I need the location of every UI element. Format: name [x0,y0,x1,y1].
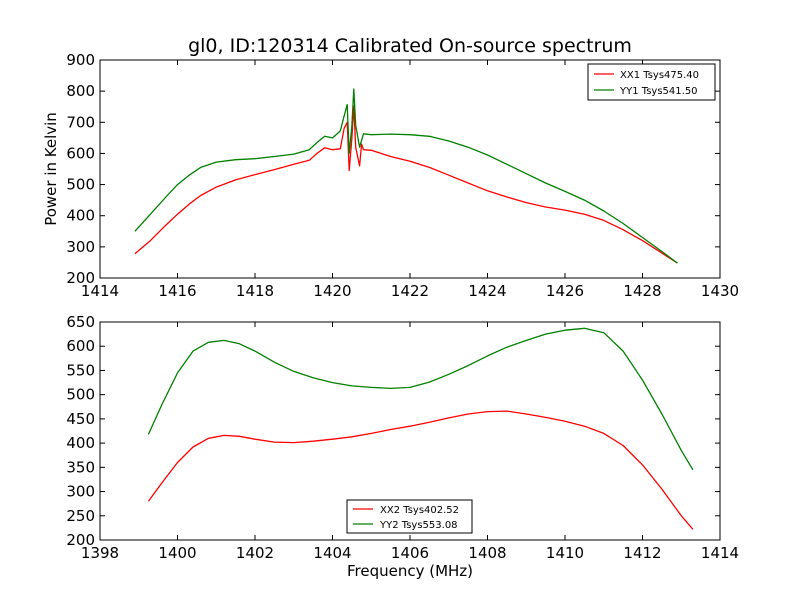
top-chart: gl0, ID:120314 Calibrated On-source spec… [42,35,739,300]
top-legend: XX1 Tsys475.40 YY1 Tsys541.50 [587,63,716,101]
bottom-x-tick-label: 1400 [158,544,196,562]
bottom-y-tick-label: 650 [66,313,95,331]
top-y-tick-label: 500 [66,176,95,194]
top-legend-box [587,63,716,101]
top-y-tick-label: 900 [66,51,95,69]
bottom-y-tick-label: 600 [66,337,95,355]
bottom-y-tick-label: 350 [66,458,95,476]
top-x-tick-label: 1414 [81,282,119,300]
top-x-tick-label: 1422 [391,282,429,300]
top-y-tick-label: 300 [66,238,95,256]
bottom-y-tick-label: 550 [66,361,95,379]
bottom-x-tick-label: 1402 [236,544,274,562]
bottom-x-axis-label: Frequency (MHz) [347,562,473,580]
top-y-tick-label: 200 [66,269,95,287]
bottom-y-tick-label: 500 [66,386,95,404]
top-y-tick-label: 700 [66,113,95,131]
top-x-tick-label: 1428 [623,282,661,300]
bottom-x-tick-label: 1408 [468,544,506,562]
bottom-chart: 1398 1400 1402 1404 1406 1408 1410 1412 1414 200 2… [66,313,739,580]
top-x-tick-label: 1430 [701,282,739,300]
top-x-tick-label: 1420 [313,282,351,300]
legend-label-xx1: XX1 Tsys475.40 [620,70,699,81]
top-x-tick-label: 1424 [468,282,506,300]
top-y-axis-label: Power in Kelvin [42,112,60,226]
series-line-yy2 [147,327,694,471]
bottom-x-tick-label: 1398 [81,544,119,562]
bottom-x-tick-label: 1406 [391,544,429,562]
series-line-yy1 [134,88,678,264]
bottom-x-tick-label: 1410 [546,544,584,562]
series-line-xx1 [134,105,678,264]
legend-label-xx2: XX2 Tsys402.52 [380,505,459,516]
bottom-axis-ticks: 1398 1400 1402 1404 1406 1408 1410 1412 1414 200 2… [66,313,739,562]
legend-label-yy2: YY2 Tsys553.08 [379,520,458,531]
top-y-tick-label: 600 [66,144,95,162]
bottom-y-tick-label: 400 [66,434,95,452]
top-axis-ticks: 1414 1416 1418 1420 1422 1424 1426 1428 1430 200 3… [66,51,739,300]
top-x-tick-label: 1418 [236,282,274,300]
bottom-y-tick-label: 250 [66,507,95,525]
bottom-y-tick-label: 300 [66,483,95,501]
top-y-tick-label: 800 [66,82,95,100]
top-y-tick-label: 400 [66,207,95,225]
top-x-tick-label: 1416 [158,282,196,300]
bottom-series-layer [147,327,694,530]
top-series-layer [134,88,678,264]
series-line-xx2 [147,410,694,530]
bottom-x-tick-label: 1404 [313,544,351,562]
top-x-tick-label: 1426 [546,282,584,300]
bottom-legend-box [346,499,473,534]
chart-title: gl0, ID:120314 Calibrated On-source spec… [188,35,632,57]
bottom-legend: XX2 Tsys402.52 YY2 Tsys553.08 [346,499,473,534]
bottom-y-tick-label: 200 [66,531,95,549]
bottom-x-tick-label: 1412 [623,544,661,562]
bottom-y-tick-label: 450 [66,410,95,428]
legend-label-yy1: YY1 Tsys541.50 [619,86,698,97]
bottom-x-tick-label: 1414 [701,544,739,562]
